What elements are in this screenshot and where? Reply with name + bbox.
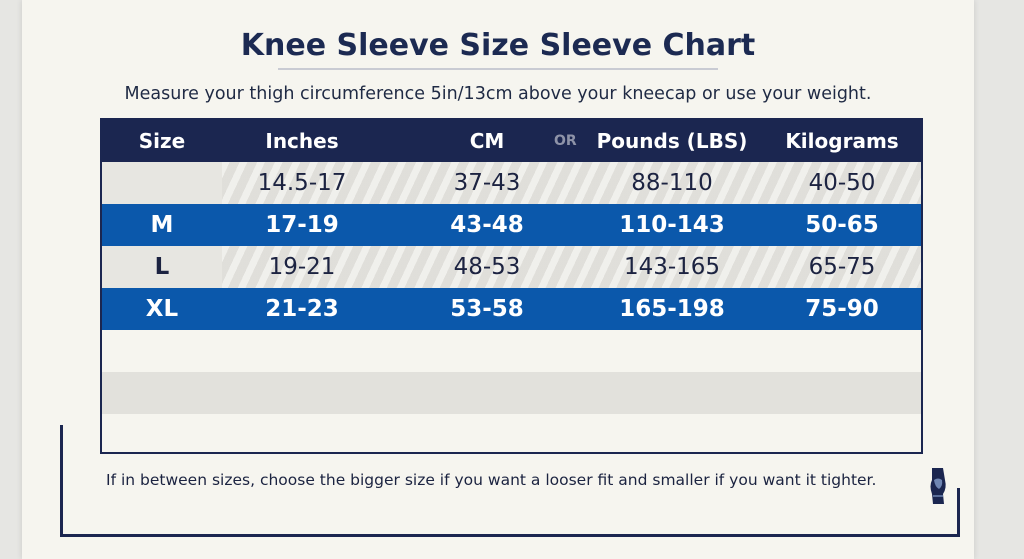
frame-line-left [60,425,63,537]
cell-inches: 14.5-17 [257,170,347,196]
header-kilograms: Kilograms [785,129,899,153]
header-inches: Inches [265,129,339,153]
table-row: 14.5-17 37-43 88-110 40-50 [102,162,921,204]
table-header: Size Inches CM OR Pounds (LBS) Kilograms [102,120,921,162]
size-chart-sheet: Knee Sleeve Size Sleeve Chart Measure yo… [22,0,974,559]
zebra-pattern [222,246,921,288]
cell-pounds: 165-198 [619,296,725,322]
title-divider [278,68,718,70]
empty-row [102,372,921,414]
empty-row [102,330,921,372]
cell-pounds: 143-165 [623,254,721,280]
frame-line-right [957,488,960,537]
header-or: OR [554,133,577,149]
table-row: L 19-21 48-53 143-165 65-75 [102,246,921,288]
frame-line-bottom [60,534,960,537]
page-subtitle: Measure your thigh circumference 5in/13c… [124,84,872,104]
cell-size: XL [145,296,179,322]
header-cm: CM [469,129,505,153]
zebra-pattern [222,162,921,204]
cell-pounds: 110-143 [619,212,725,238]
knee-sleeve-icon [930,468,946,504]
size-table: Size Inches CM OR Pounds (LBS) Kilograms… [100,118,923,454]
cell-cm: 53-58 [450,296,524,322]
cell-kilograms: 75-90 [805,296,879,322]
cell-cm: 43-48 [450,212,524,238]
cell-inches: 19-21 [268,254,336,280]
cell-inches: 21-23 [265,296,339,322]
table-row: M 17-19 43-48 110-143 50-65 [102,204,921,246]
header-size: Size [138,129,186,153]
empty-row [102,414,921,452]
cell-cm: 48-53 [453,254,521,280]
cell-pounds: 88-110 [631,170,713,196]
fit-note: If in between sizes, choose the bigger s… [106,471,877,489]
cell-kilograms: 40-50 [808,170,876,196]
cell-size [102,162,222,204]
cell-size: M [150,212,174,238]
cell-inches: 17-19 [265,212,339,238]
cell-kilograms: 50-65 [805,212,879,238]
cell-size: L [154,254,170,280]
cell-kilograms: 65-75 [808,254,876,280]
page-title: Knee Sleeve Size Sleeve Chart [240,28,756,63]
cell-cm: 37-43 [453,170,521,196]
table-row: XL 21-23 53-58 165-198 75-90 [102,288,921,330]
header-pounds: Pounds (LBS) [596,129,748,153]
